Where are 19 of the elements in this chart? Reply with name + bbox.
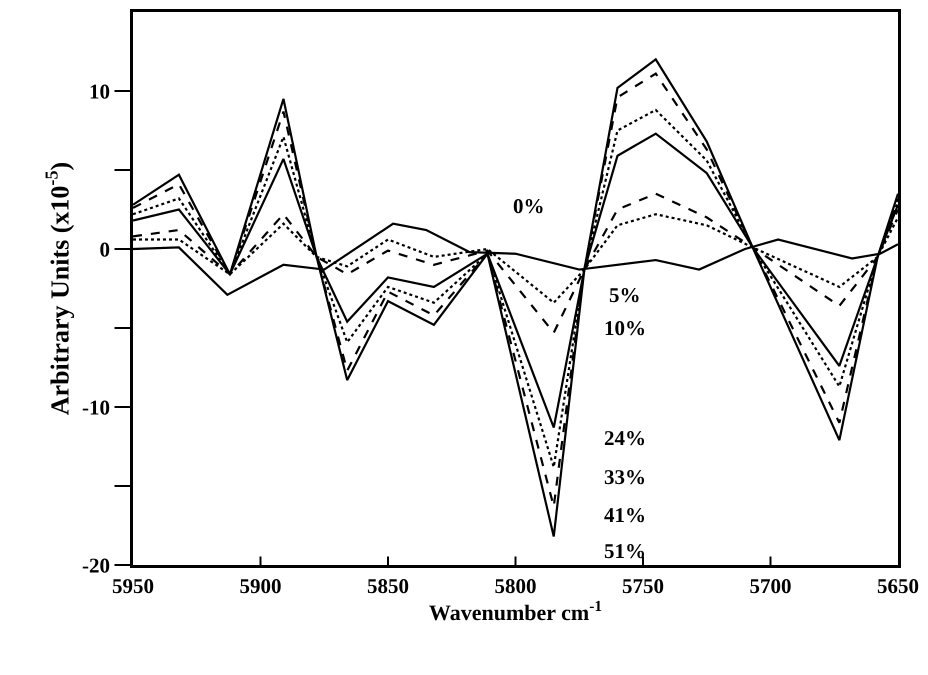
annotation: 0% (513, 194, 544, 218)
x-tick-label: 5850 (367, 574, 409, 598)
x-tick-label: 5900 (240, 574, 282, 598)
annotation: 5% (609, 283, 640, 307)
y-tick-label: -20 (82, 553, 110, 578)
annotation: 51% (604, 539, 646, 563)
x-tick-label: 5800 (494, 574, 536, 598)
x-tick-label: 5650 (877, 574, 919, 598)
y-tick-label: 0 (100, 237, 110, 262)
x-axis-title: Wavenumber cm$^{-1}$ (428, 598, 602, 626)
y-tick-label: -10 (82, 395, 110, 420)
annotation: 24% (604, 426, 646, 450)
annotation: 41% (604, 503, 646, 527)
annotation: 10% (604, 316, 646, 340)
x-tick-label: 5750 (622, 574, 664, 598)
y-tick-label: 10 (89, 79, 110, 104)
x-tick-label: 5950 (112, 574, 154, 598)
x-tick-label: 5700 (750, 574, 792, 598)
annotation: 33% (604, 465, 646, 489)
